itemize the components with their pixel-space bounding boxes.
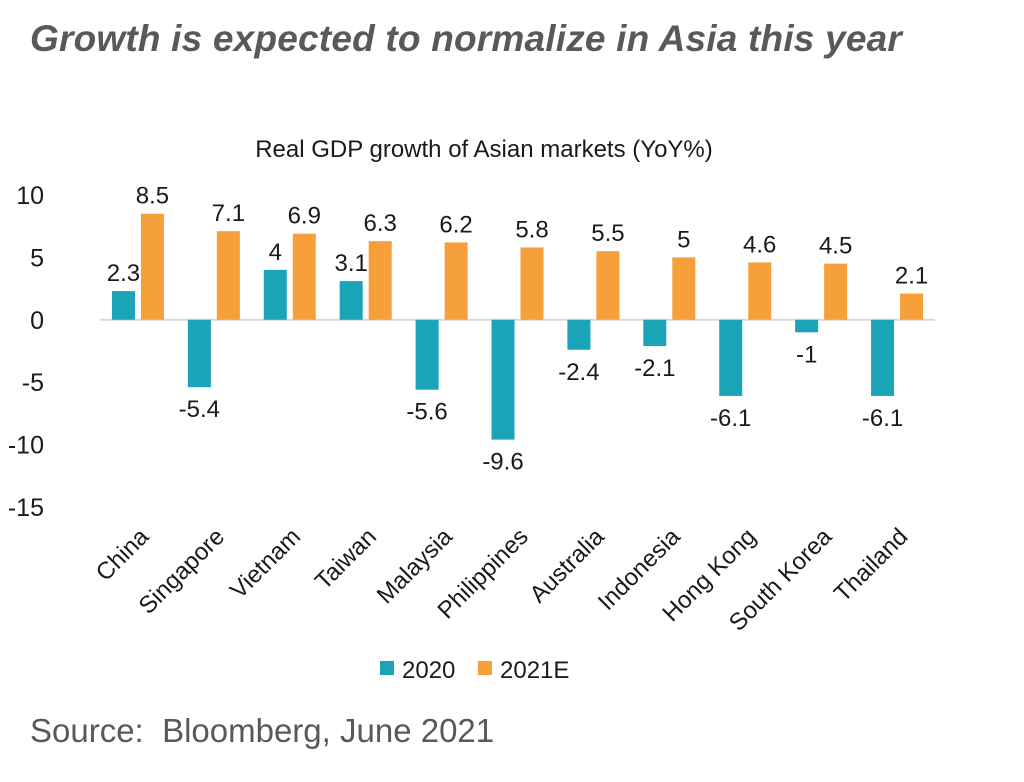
- bars: [111, 213, 924, 440]
- bar-2020-indonesia: [643, 319, 667, 347]
- data-label: -1: [796, 341, 817, 368]
- bar-2020-thailand: [871, 319, 895, 396]
- x-tick-label: Taiwan: [310, 523, 382, 595]
- data-label: 7.1: [212, 200, 245, 227]
- bar-2020-australia: [567, 319, 591, 350]
- y-tick-label: 0: [30, 307, 44, 335]
- data-label: -6.1: [710, 405, 751, 432]
- data-label: 2.1: [895, 263, 928, 290]
- bar-2020-hong-kong: [719, 319, 743, 396]
- x-tick-label: Thailand: [829, 523, 913, 607]
- data-label: 6.2: [439, 211, 472, 238]
- legend-label: 2020: [402, 657, 455, 684]
- data-label: 4.6: [743, 231, 776, 258]
- chart-title: Real GDP growth of Asian markets (YoY%): [255, 136, 713, 163]
- data-label: -5.6: [406, 399, 447, 426]
- bar-2020-philippines: [491, 319, 515, 440]
- data-label: 5.5: [591, 220, 624, 247]
- data-label: 8.5: [136, 183, 169, 210]
- legend: 2020 2021E: [380, 657, 569, 684]
- bar-2021e-china: [140, 213, 164, 320]
- data-label: -6.1: [862, 405, 903, 432]
- data-label: -5.4: [179, 396, 220, 423]
- data-label: 5: [677, 226, 690, 253]
- data-label: 6.9: [288, 203, 321, 230]
- bar-2021e-singapore: [216, 231, 240, 320]
- data-labels: 2.3 8.5 -5.4 7.1 46.9 3.1 6.3 -5.6 6.2 -9.6 5.8 -2.…: [107, 183, 928, 476]
- bar-2021e-thailand: [900, 293, 924, 320]
- data-label: 5.8: [515, 216, 548, 243]
- bar-2020-vietnam: [263, 269, 287, 320]
- y-tick-label: 5: [30, 244, 44, 272]
- legend-swatch: [380, 661, 394, 675]
- y-tick-label: -5: [22, 369, 44, 397]
- x-tick-label: China: [91, 523, 155, 587]
- bar-2021e-south-korea: [824, 263, 848, 320]
- x-tick-label: Vietnam: [225, 523, 306, 604]
- data-label: 6.3: [363, 210, 396, 237]
- bar-2021e-australia: [596, 251, 620, 320]
- bar-2020-singapore: [187, 319, 211, 388]
- bar-2020-south-korea: [795, 319, 819, 333]
- data-label: -2.4: [558, 359, 599, 386]
- data-label: 4.5: [819, 233, 852, 260]
- source-note: Source: Bloomberg, June 2021: [30, 712, 495, 749]
- y-tick-label: -10: [8, 432, 44, 460]
- data-label: -2.1: [634, 355, 675, 382]
- y-axis: 10 5 0 -5 -10 -15: [8, 182, 44, 522]
- bar-2020-malaysia: [415, 319, 439, 390]
- bar-2021e-indonesia: [672, 257, 696, 320]
- legend-swatch: [478, 661, 492, 675]
- bar-2021e-philippines: [520, 247, 544, 320]
- y-tick-label: -15: [8, 494, 44, 522]
- bar-2021e-malaysia: [444, 242, 468, 320]
- data-label: 3.1: [334, 250, 367, 277]
- y-tick-label: 10: [16, 182, 44, 210]
- legend-label: 2021E: [500, 657, 569, 684]
- data-label: -9.6: [482, 449, 523, 476]
- bar-2021e-vietnam: [292, 233, 316, 320]
- bar-2021e-taiwan: [368, 241, 392, 320]
- bar-2021e-hong-kong: [748, 262, 772, 320]
- bar-2020-taiwan: [339, 281, 363, 320]
- data-label: 2.3: [107, 260, 140, 287]
- bar-2020-china: [111, 291, 135, 320]
- bar-chart: Real GDP growth of Asian markets (YoY%) …: [8, 136, 935, 684]
- headline: Growth is expected to normalize in Asia …: [30, 18, 903, 59]
- data-label: 4: [269, 239, 282, 266]
